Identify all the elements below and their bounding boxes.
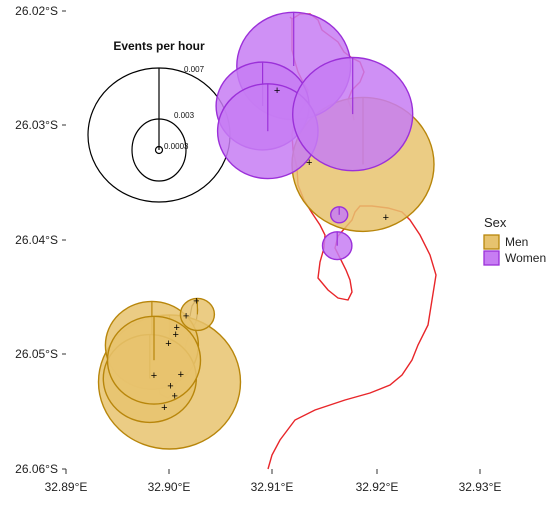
y-axis: 26.02°S 26.03°S 26.04°S 26.05°S 26.06°S	[15, 4, 66, 476]
observation-point-marker: +	[151, 370, 157, 382]
legend-swatch-men	[483, 234, 500, 250]
women-layer	[215, 11, 414, 261]
legend-label-men: Men	[505, 235, 528, 249]
x-tick-label: 32.93°E	[459, 480, 502, 494]
legend-swatch-women	[483, 250, 500, 266]
y-tick-label: 26.05°S	[15, 347, 58, 361]
observation-point-marker: +	[161, 402, 167, 414]
observation-point-marker: +	[178, 369, 184, 381]
observation-points-layer: +++++++++ ++++	[151, 85, 389, 414]
scale-label-medium: 0.003	[174, 111, 195, 120]
observation-point-marker: +	[171, 391, 177, 403]
x-axis: 32.89°E 32.90°E 32.91°E 32.92°E 32.93°E	[45, 469, 502, 494]
observation-point-marker: +	[274, 85, 280, 97]
legend-title: Sex	[484, 215, 507, 230]
observation-point-marker: +	[173, 322, 179, 334]
men-layer	[97, 96, 435, 450]
y-tick-label: 26.06°S	[15, 462, 58, 476]
scale-label-small: 0.0003	[164, 142, 189, 151]
x-tick-label: 32.89°E	[45, 480, 88, 494]
x-tick-label: 32.91°E	[251, 480, 294, 494]
x-tick-label: 32.92°E	[356, 480, 399, 494]
legend-label-women: Women	[505, 251, 546, 265]
observation-point-marker: +	[165, 338, 171, 350]
legend: Sex Men Women	[483, 215, 546, 266]
observation-point-marker: +	[306, 157, 312, 169]
observation-point-marker: +	[183, 311, 189, 323]
observation-point-marker: +	[193, 296, 199, 308]
observation-point-marker: +	[172, 329, 178, 341]
y-tick-label: 26.03°S	[15, 118, 58, 132]
observation-point-marker: +	[383, 212, 389, 224]
x-tick-label: 32.90°E	[148, 480, 191, 494]
scale-key-title: Events per hour	[113, 39, 205, 53]
scale-label-large: 0.007	[184, 65, 205, 74]
observation-point-marker: +	[167, 380, 173, 392]
y-tick-label: 26.04°S	[15, 233, 58, 247]
y-tick-label: 26.02°S	[15, 4, 58, 18]
